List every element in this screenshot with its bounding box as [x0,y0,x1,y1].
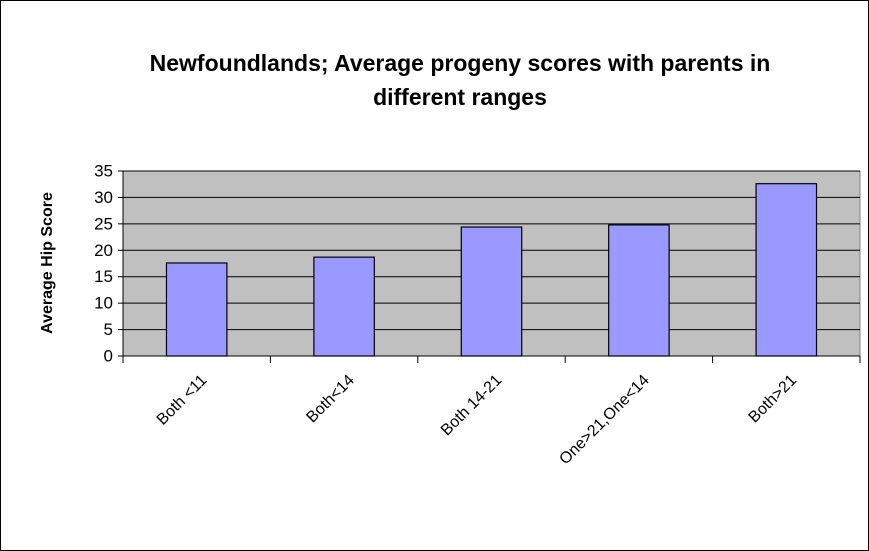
y-tick-label: 25 [94,214,113,233]
y-tick-label: 20 [94,241,113,260]
bar [313,256,375,357]
y-tick-label: 0 [104,346,113,365]
y-axis-title: Average Hip Score [39,192,56,334]
y-tick-label: 35 [94,161,113,180]
y-tick-label: 10 [94,294,113,313]
y-tick-label: 15 [94,267,113,286]
bar [755,183,818,357]
bar [460,226,523,357]
y-tick-label: 30 [94,188,113,207]
bar [165,262,228,357]
y-tick-label: 5 [104,320,113,339]
chart-title: Newfoundlands; Average progeny scores wi… [149,50,771,110]
bar [608,224,670,357]
